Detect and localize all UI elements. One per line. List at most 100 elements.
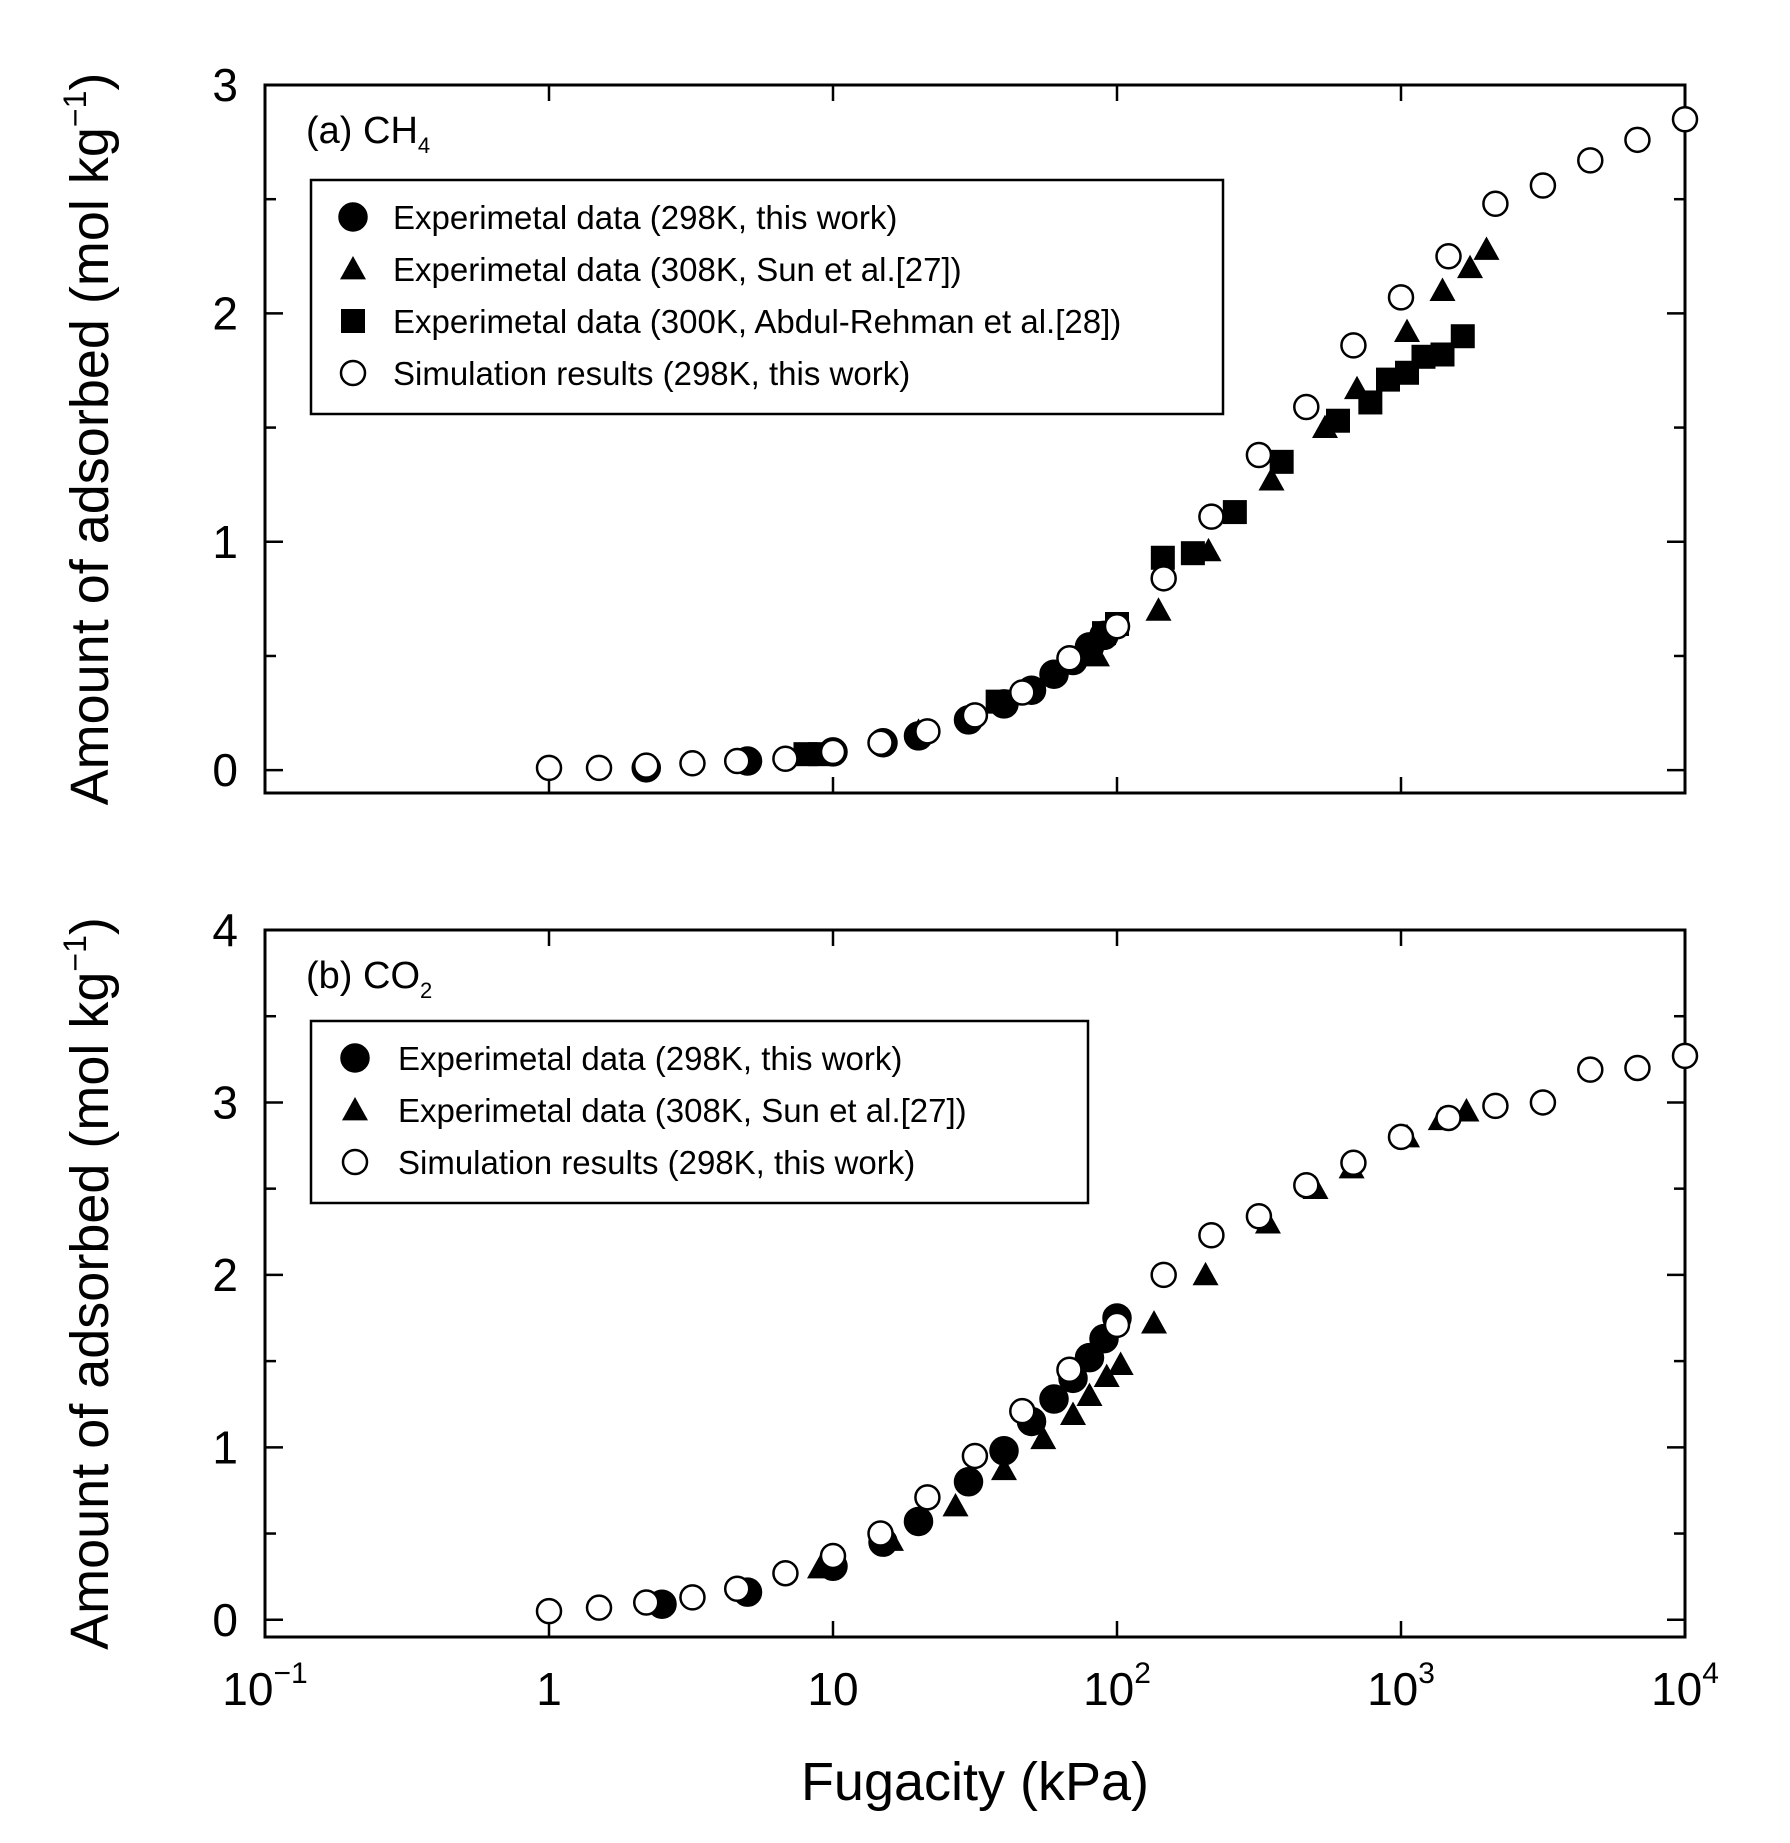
y-axis-label-sup: −1 (57, 935, 93, 971)
data-point (819, 1542, 847, 1570)
data-point (1056, 645, 1083, 672)
data-point (1107, 1351, 1134, 1375)
x-tick-label: 1 (536, 1663, 562, 1715)
data-point (867, 1520, 894, 1547)
y-tick-label: 1 (212, 516, 238, 568)
x-tick-label: 104 (1651, 1657, 1719, 1715)
data-point (1671, 106, 1699, 133)
data-point (772, 745, 799, 772)
data-point (1473, 236, 1500, 260)
y-axis-label-close: ) (60, 73, 120, 91)
data-point (1394, 318, 1421, 343)
legend-box (309, 178, 1225, 416)
data-point (1358, 390, 1383, 415)
data-point (1198, 1221, 1225, 1249)
data-point (1435, 243, 1462, 270)
data-point (1387, 1123, 1415, 1151)
data-point (1145, 597, 1172, 621)
data-point (807, 1555, 834, 1579)
data-point (1482, 1092, 1509, 1120)
data-point (679, 750, 706, 777)
x-tick-exp: −1 (273, 1657, 307, 1690)
data-point (985, 689, 1010, 714)
legend-entry: Experimetal data (308K, Sun et al.[27]) (393, 251, 962, 288)
panel-title: (a) CH4 (306, 110, 430, 158)
data-point (942, 1492, 969, 1517)
data-point (903, 1506, 934, 1537)
data-point (1624, 126, 1651, 154)
y-tick-label: 2 (212, 287, 238, 339)
data-point (1269, 449, 1294, 474)
data-point (1056, 1356, 1083, 1383)
legend-box (309, 1019, 1090, 1205)
panel-title-sub: 2 (420, 978, 432, 1003)
data-point (1180, 541, 1205, 566)
panel-title-main: (a) CH (306, 110, 418, 152)
legend-marker (339, 359, 367, 387)
y-tick-label: 3 (212, 1076, 238, 1128)
data-point (1429, 277, 1456, 301)
data-point (914, 1484, 941, 1511)
y-axis-label-main: Amount of adsorbed (mol kg (60, 972, 120, 1650)
x-tick-label: 103 (1367, 1657, 1435, 1715)
y-axis-label-close: ) (60, 917, 120, 935)
data-point (819, 738, 847, 766)
data-point (772, 1559, 799, 1587)
panel-title: (b) CO2 (306, 955, 432, 1003)
legend-entry: Experimetal data (298K, this work) (393, 199, 897, 236)
data-point (961, 1442, 989, 1470)
legend: Experimetal data (298K, this work) Experi… (309, 1019, 1090, 1205)
data-point (723, 747, 751, 775)
data-point (1222, 500, 1247, 525)
data-point (1340, 332, 1367, 359)
y-tick-label: 1 (212, 1421, 238, 1473)
series-open-circle (535, 106, 1699, 782)
data-point (1387, 284, 1415, 311)
data-point (1076, 1382, 1103, 1406)
y-axis-label-main: Amount of adsorbed (mol kg (60, 127, 120, 805)
y-axis-label: Amount of adsorbed (mol kg−1) (57, 73, 120, 806)
legend-entry: Experimetal data (300K, Abdul-Rehman et … (393, 303, 1121, 340)
x-tick-base: 10 (222, 1663, 273, 1715)
x-tick-base: 10 (807, 1663, 858, 1715)
series-open-circle (535, 1042, 1699, 1625)
data-point (1245, 1202, 1273, 1230)
data-point (953, 1467, 984, 1497)
x-tick-base: 10 (1651, 1663, 1702, 1715)
data-point (1325, 408, 1350, 433)
data-point (1103, 1311, 1131, 1339)
panel-a-ch4: 0 1 2 3 Amount of adsorbed (mol kg−1) (a) CH4… (57, 59, 1699, 806)
legend: Experimetal data (298K, this work) Experi… (309, 178, 1225, 416)
data-point (1258, 467, 1285, 491)
data-marks (535, 1042, 1699, 1625)
y-tick-label: 2 (212, 1249, 238, 1301)
data-point (679, 1584, 706, 1611)
x-tick-label: 10−1 (222, 1657, 307, 1715)
data-point (1457, 254, 1484, 279)
y-tick-label: 0 (212, 1594, 238, 1646)
data-point (1340, 1149, 1367, 1177)
legend-entry: Experimetal data (308K, Sun et al.[27]) (398, 1092, 967, 1129)
data-point (1624, 1054, 1651, 1082)
plot-frame (263, 83, 1687, 795)
panel-title-main: (b) CO (306, 955, 420, 997)
data-point (723, 1575, 751, 1602)
data-point (1192, 1261, 1219, 1286)
data-point (1577, 1056, 1604, 1083)
panel-title-sub: 4 (418, 133, 430, 158)
data-point (632, 752, 660, 779)
data-point (1430, 342, 1455, 367)
legend-entry: Experimetal data (298K, this work) (398, 1040, 902, 1077)
data-point (585, 1594, 613, 1621)
data-point (1293, 393, 1320, 421)
legend-marker (341, 309, 365, 333)
data-point (1039, 1384, 1069, 1414)
data-point (961, 702, 989, 729)
data-point (867, 729, 894, 757)
x-tick-label: 10 (807, 1663, 858, 1715)
legend-marker (342, 1097, 368, 1121)
data-point (1030, 1425, 1057, 1450)
y-tick-label: 0 (212, 744, 238, 796)
data-point (1529, 172, 1557, 199)
